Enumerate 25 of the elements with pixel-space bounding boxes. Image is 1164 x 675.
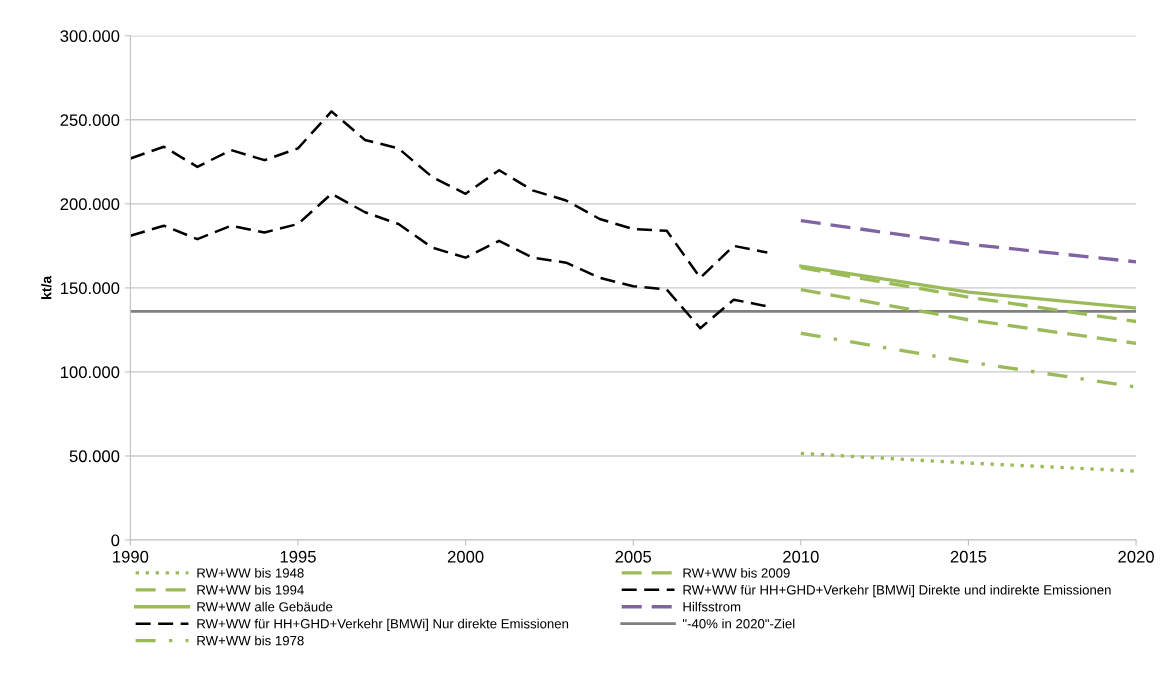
legend-label: RW+WW alle Gebäude [197,601,333,612]
y-tick-label: 50.000 [69,450,120,463]
y-tick-label: 300.000 [60,30,120,42]
x-tick-label: 2020 [1118,550,1154,563]
legend-label: RW+WW bis 2009 [683,567,790,578]
y-tick-label: 250.000 [60,114,120,127]
x-tick-label: 2010 [783,550,819,563]
legend-label: RW+WW für HH+GHD+Verkehr [BMWi] Direkte und indirekte Emissionen [683,584,1111,598]
x-tick-label: 2000 [447,550,484,563]
x-tick-label: 1990 [113,550,149,563]
x-tick-label: 2015 [950,550,987,563]
y-tick-label: 150.000 [60,282,120,295]
legend-label: "-40% in 2020"-Ziel [682,618,795,629]
line-series [130,192,769,330]
y-tick-label: 100.000 [60,366,120,379]
x-tick-label: 2005 [615,550,652,563]
legend-label: RW+WW bis 1978 [197,635,304,646]
legend-label: RW+WW bis 1948 [197,567,304,578]
legend-label: Hilfsstrom [683,601,741,612]
x-tick-label: 1995 [280,550,316,563]
legend-label: RW+WW für HH+GHD+Verkehr [BMWi] Nur direkte Emissionen [197,618,569,632]
y-tick-label: 0 [111,534,120,547]
legend-label: RW+WW bis 1994 [197,584,304,595]
y-axis-title: kt/a [41,275,52,299]
y-tick-label: 200.000 [60,198,120,211]
